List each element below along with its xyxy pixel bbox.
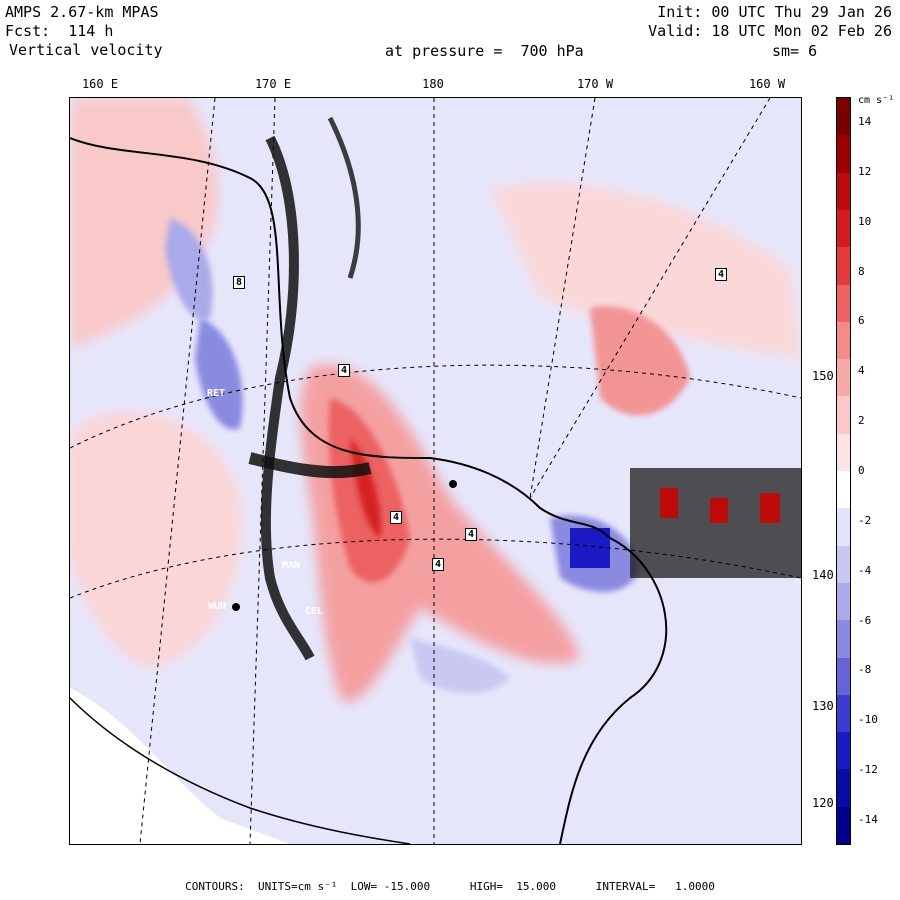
colorbar-tick-label: 6 [858, 314, 865, 328]
station-dot [232, 603, 240, 611]
pressure-level: at pressure = 700 hPa [385, 42, 584, 60]
updraft-max [350, 438, 381, 538]
parallel-2 [70, 538, 801, 599]
colorbar-segment [837, 172, 850, 211]
station-label-cel: CEL [305, 606, 324, 617]
lon-label-160e: 160 E [81, 77, 119, 91]
lon-label-160w: 160 W [748, 77, 786, 91]
colorbar-segment [837, 247, 850, 285]
colorbar-segment [837, 508, 850, 547]
init-time: Init: 00 UTC Thu 29 Jan 26 [657, 3, 892, 21]
downdraft-patch-w [195, 318, 243, 430]
colorbar-tick-label: -12 [858, 763, 878, 777]
no-data-region [70, 688, 290, 844]
colorbar-segment [837, 694, 850, 733]
colorbar-segment [837, 657, 850, 696]
forecast-hour: Fcst: 114 h [5, 22, 114, 40]
coastline [70, 137, 611, 539]
contour-label: 4 [715, 268, 728, 281]
positive-region-nw [70, 98, 219, 348]
colorbar-tick-label: -4 [858, 563, 872, 577]
east-downdraft-cell [570, 528, 610, 568]
map-panel[interactable]: 4 4 4 4 4 8 RET MAN WUN CEL [69, 97, 802, 845]
updraft-patch-ne [590, 306, 690, 416]
mountain-contour-band-3 [327, 116, 361, 279]
colorbar-segment [837, 359, 850, 397]
mountain-contour-band-2 [248, 452, 372, 479]
colorbar-segment [837, 321, 850, 360]
colorbar-segment [837, 433, 850, 472]
colorbar-tick-label: -8 [858, 663, 872, 677]
east-updraft-cell-3 [760, 493, 780, 523]
colorbar-tick-label: 0 [858, 464, 865, 477]
colorbar [836, 97, 851, 845]
downdraft-patch-s [410, 638, 510, 693]
lon-label-170e: 170 E [254, 77, 292, 91]
lat-label-130: 130 [812, 699, 834, 713]
vertical-velocity-map [70, 98, 801, 844]
colorbar-tick-label: 2 [858, 414, 865, 428]
mountain-contour-band [260, 135, 315, 661]
colorbar-segment [837, 98, 850, 136]
colorbar-segment [837, 135, 850, 174]
colorbar-tick-label: 4 [858, 364, 865, 378]
contour-label: 8 [233, 276, 246, 289]
colorbar-segment [837, 396, 850, 435]
parallel-1 [70, 364, 801, 449]
colorbar-segment [837, 209, 850, 248]
contour-info: CONTOURS: UNITS=cm s⁻¹ LOW= -15.000 HIGH… [185, 880, 715, 893]
station-label-man: MAN [282, 560, 301, 571]
colorbar-units: cm s⁻¹ [858, 95, 895, 106]
station-dot [449, 480, 457, 488]
colorbar-segment [837, 284, 850, 323]
meridian-170w [529, 98, 596, 499]
contour-label: 4 [465, 528, 478, 541]
contour-label: 4 [338, 364, 351, 377]
coastline-south [70, 697, 411, 844]
contour-label: 4 [432, 558, 445, 571]
valid-time: Valid: 18 UTC Mon 02 Feb 26 [648, 22, 892, 40]
colorbar-tick-label: -6 [858, 613, 872, 627]
field-name: Vertical velocity [9, 41, 163, 59]
lat-label-120: 120 [812, 796, 834, 810]
station-label-ret: RET [207, 388, 226, 399]
model-title: AMPS 2.67-km MPAS [5, 3, 159, 21]
contour-label: 4 [390, 511, 403, 524]
station-label-wun: WUN [208, 601, 227, 612]
colorbar-segment [837, 806, 850, 845]
colorbar-tick-label: 8 [858, 264, 865, 278]
colorbar-tick-label: -2 [858, 513, 872, 527]
colorbar-segment [837, 582, 850, 621]
east-updraft-cell-1 [660, 488, 678, 518]
colorbar-segment [837, 732, 850, 770]
positive-region-ne [490, 182, 801, 358]
meridian-160w [529, 98, 771, 499]
colorbar-tick-label: 12 [858, 164, 872, 178]
lon-label-170w: 170 W [576, 77, 614, 91]
colorbar-segment [837, 545, 850, 584]
colorbar-tick-label: -10 [858, 713, 878, 727]
colorbar-segment [837, 471, 850, 509]
east-updraft-cell-2 [710, 498, 728, 523]
coastline-east [559, 537, 668, 844]
colorbar-segment [837, 620, 850, 658]
colorbar-tick-label: 14 [858, 114, 872, 128]
positive-region-w [70, 411, 242, 668]
colorbar-segment [837, 769, 850, 808]
lon-label-180: 180 [422, 77, 444, 91]
meridian-160e [139, 98, 216, 844]
colorbar-tick-label: 10 [858, 214, 872, 228]
smoothing: sm= 6 [772, 42, 818, 60]
downdraft-patch-nw [165, 218, 213, 320]
colorbar-tick-label: -14 [858, 813, 878, 827]
